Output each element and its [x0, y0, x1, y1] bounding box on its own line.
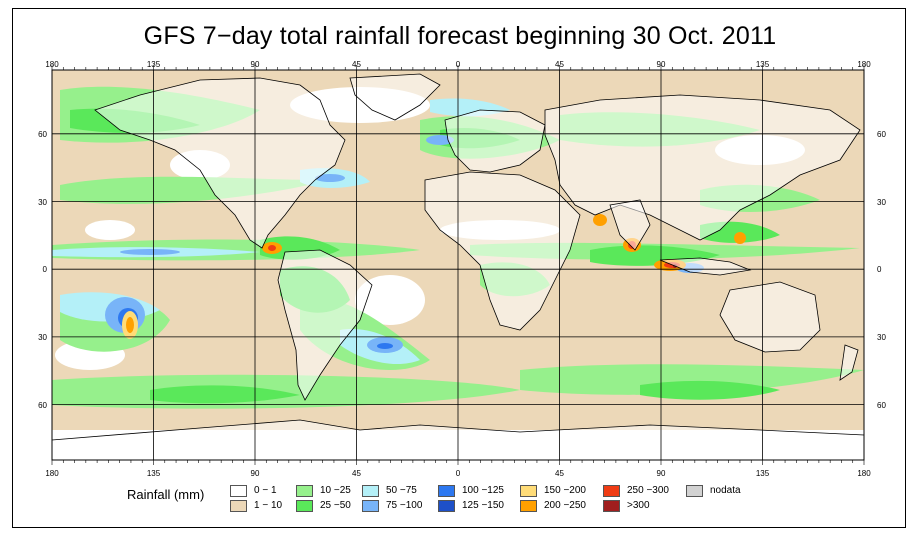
- lat-labels-right: 60 30 0 30 60: [877, 130, 886, 410]
- lat-labels-left: 60 30 0 30 60: [38, 130, 47, 410]
- lat-label-left: 60: [38, 130, 47, 139]
- legend-label: 200 −250: [544, 500, 586, 511]
- india: [609, 199, 651, 251]
- legend-swatch: [296, 485, 313, 497]
- legend-title: Rainfall (mm): [127, 487, 205, 502]
- legend-swatch: [230, 500, 247, 512]
- lat-label-left: 60: [38, 401, 47, 410]
- south-america: [277, 249, 373, 401]
- legend-swatch: [362, 485, 379, 497]
- lat-label-right: 60: [877, 130, 886, 139]
- new-zealand: [839, 344, 859, 381]
- lon-label-bottom: 135: [756, 469, 770, 478]
- lon-label-top: 0: [456, 60, 461, 69]
- lon-label-top: 90: [251, 60, 260, 69]
- map-title: GFS 7−day total rainfall forecast beginn…: [143, 22, 777, 50]
- legend-label: 1 − 10: [254, 500, 283, 511]
- lat-label-right: 60: [877, 401, 886, 410]
- lat-label-left: 30: [38, 198, 47, 207]
- legend-label: 10 −25: [320, 485, 351, 496]
- legend-label: 250 −300: [627, 485, 669, 496]
- lon-label-bottom: 90: [657, 469, 666, 478]
- north-america: [94, 77, 346, 249]
- lon-label-bottom: 180: [857, 469, 871, 478]
- lon-label-top: 180: [45, 60, 59, 69]
- legend-swatch: [438, 485, 455, 497]
- minor-ticks: [51, 65, 865, 465]
- indonesia: [659, 257, 752, 276]
- lon-label-top: 135: [147, 60, 161, 69]
- lon-label-bottom: 0: [456, 469, 461, 478]
- lon-label-bottom: 45: [352, 469, 361, 478]
- legend-label: 100 −125: [462, 485, 504, 496]
- legend-swatch: [520, 485, 537, 497]
- legend-swatch: [603, 485, 620, 497]
- lon-label-top: 45: [555, 60, 564, 69]
- africa: [424, 171, 581, 331]
- lon-labels-bottom: 180 135 90 45 0 45 90 135 180: [45, 469, 871, 478]
- lat-label-left: 0: [43, 265, 48, 274]
- legend-swatch: [230, 485, 247, 497]
- lon-label-top: 135: [756, 60, 770, 69]
- legend-label: nodata: [710, 485, 741, 496]
- lon-label-bottom: 90: [251, 469, 260, 478]
- legend-label: 50 −75: [386, 485, 417, 496]
- graticule: [52, 70, 864, 460]
- legend-label: 150 −200: [544, 485, 586, 496]
- legend-swatch: [296, 500, 313, 512]
- lat-label-right: 30: [877, 198, 886, 207]
- legend-label: 125 −150: [462, 500, 504, 511]
- lat-label-right: 0: [877, 265, 882, 274]
- legend-swatch: [603, 500, 620, 512]
- lon-label-top: 45: [352, 60, 361, 69]
- australia: [719, 281, 821, 353]
- legend-swatch: [520, 500, 537, 512]
- lat-label-right: 30: [877, 333, 886, 342]
- europe: [444, 109, 546, 173]
- lon-label-bottom: 180: [45, 469, 59, 478]
- legend-swatch: [686, 485, 703, 497]
- legend-label: >300: [627, 500, 650, 511]
- legend-label: 75 −100: [386, 500, 423, 511]
- figure-frame: [12, 8, 906, 528]
- lon-label-bottom: 135: [147, 469, 161, 478]
- legend-swatch: [438, 500, 455, 512]
- lon-label-top: 180: [857, 60, 871, 69]
- lat-label-left: 30: [38, 333, 47, 342]
- legend-swatch: [362, 500, 379, 512]
- greenland: [349, 73, 441, 121]
- lon-label-bottom: 45: [555, 469, 564, 478]
- lon-label-top: 90: [657, 60, 666, 69]
- lon-labels-top: 180 135 90 45 0 45 90 135 180: [45, 60, 871, 69]
- legend-label: 0 − 1: [254, 485, 277, 496]
- legend-label: 25 −50: [320, 500, 351, 511]
